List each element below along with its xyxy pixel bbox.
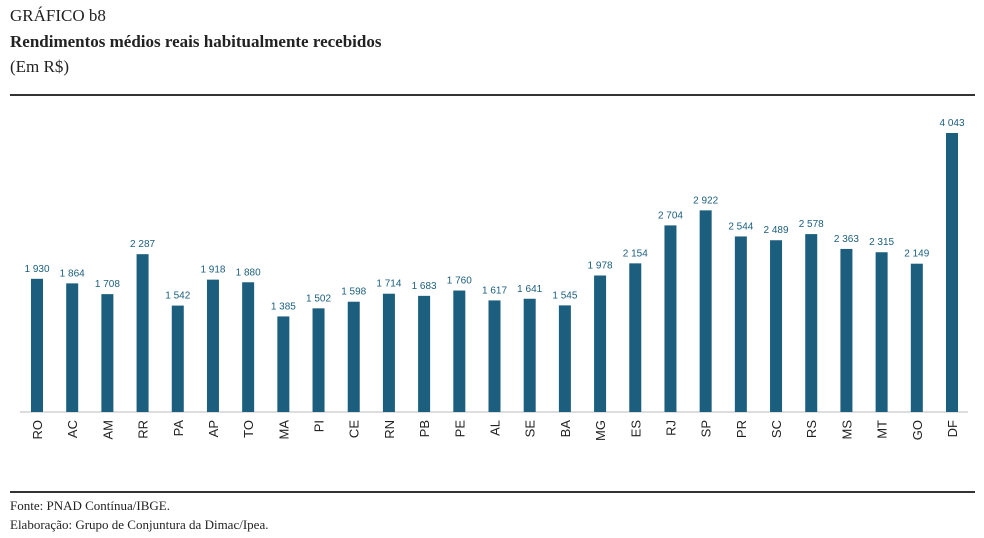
bar [840, 248, 853, 412]
bar [523, 298, 536, 412]
value-label: 2 489 [764, 225, 789, 236]
bar [805, 234, 818, 412]
x-tick-label: PI [312, 420, 327, 432]
bar [101, 294, 114, 412]
x-tick-label: SP [699, 420, 714, 437]
value-label: 1 542 [165, 291, 190, 302]
value-label: 2 578 [799, 219, 824, 230]
bar [594, 275, 607, 412]
x-tick-label: MA [276, 420, 291, 440]
x-tick-label: RS [804, 420, 819, 438]
bar [382, 293, 395, 412]
value-label: 1 978 [588, 261, 613, 272]
x-tick-label: AM [100, 420, 115, 440]
value-label: 2 363 [834, 234, 859, 245]
x-tick-label: AP [206, 420, 221, 437]
value-label: 1 641 [517, 284, 542, 295]
bar [312, 308, 325, 412]
bar [453, 290, 466, 412]
bar [699, 210, 712, 412]
value-label: 1 880 [236, 267, 261, 278]
x-tick-label: PE [452, 420, 467, 438]
x-tick-label: RO [30, 420, 45, 440]
value-label: 1 708 [95, 279, 120, 290]
bar [910, 263, 923, 412]
value-label: 2 149 [904, 249, 929, 260]
value-label: 1 598 [341, 287, 366, 298]
value-label: 1 918 [200, 265, 225, 276]
x-tick-label: AC [65, 420, 80, 438]
unit-label: (Em R$) [10, 57, 69, 76]
x-tick-label: RN [382, 420, 397, 439]
value-label: 2 922 [693, 195, 718, 206]
value-label: 1 760 [447, 276, 472, 287]
note: Elaboração: Grupo de Conjuntura da Dimac… [10, 517, 268, 532]
value-label: 1 930 [24, 264, 49, 275]
x-tick-label: TO [241, 420, 256, 438]
bar [488, 300, 501, 412]
bar [946, 133, 958, 412]
x-tick-label: DF [945, 420, 960, 437]
bar [66, 283, 79, 412]
value-label: 1 545 [552, 290, 577, 301]
x-tick-label: MT [875, 420, 890, 439]
value-label: 1 864 [60, 268, 85, 279]
value-label: 1 617 [482, 285, 507, 296]
bar [770, 240, 783, 412]
bar [31, 278, 43, 412]
bar [558, 305, 571, 412]
value-label: 1 385 [271, 301, 296, 312]
x-tick-label: BA [558, 420, 573, 438]
bar [734, 236, 747, 412]
x-tick-label: ES [628, 420, 643, 438]
bar [347, 301, 360, 412]
value-label: 2 704 [658, 210, 683, 221]
bar [875, 252, 888, 412]
x-tick-label: SC [769, 420, 784, 438]
bar [664, 225, 677, 412]
value-label: 1 502 [306, 293, 331, 304]
x-tick-label: PR [734, 420, 749, 438]
x-tick-label: PA [171, 420, 186, 437]
value-label: 2 315 [869, 237, 894, 248]
bar [171, 305, 184, 412]
bar [629, 263, 642, 412]
x-tick-label: AL [488, 420, 503, 436]
bar [206, 279, 219, 412]
value-label: 4 043 [939, 118, 964, 129]
x-tick-label: RJ [663, 420, 678, 436]
x-tick-label: MG [593, 420, 608, 441]
value-label: 2 154 [623, 248, 648, 259]
x-tick-label: PB [417, 420, 432, 437]
x-tick-label: MS [839, 420, 854, 440]
x-tick-label: SE [523, 420, 538, 438]
x-tick-label: RR [136, 420, 151, 439]
value-label: 1 683 [412, 281, 437, 292]
value-label: 1 714 [376, 279, 401, 290]
bar [418, 295, 431, 412]
x-tick-label: GO [910, 420, 925, 440]
bar [277, 316, 290, 412]
chart-subtitle: Rendimentos médios reais habitualmente r… [10, 32, 382, 51]
value-label: 2 544 [728, 221, 753, 232]
bar [242, 282, 255, 412]
x-tick-label: CE [347, 420, 362, 438]
bar [136, 254, 149, 412]
value-label: 2 287 [130, 239, 155, 250]
source: Fonte: PNAD Contínua/IBGE. [10, 498, 170, 513]
chart-title: GRÁFICO b8 [10, 6, 106, 25]
